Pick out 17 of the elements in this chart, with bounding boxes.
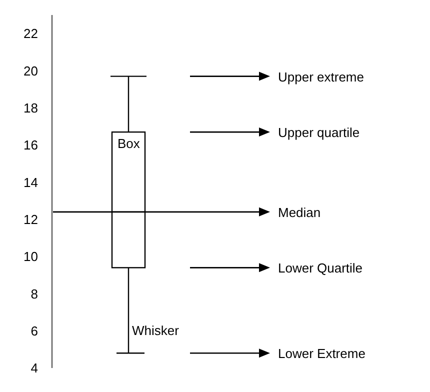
text: Lower Extreme [278,346,366,362]
y-tick-label: 12 [24,212,38,227]
y-tick-label: 4 [30,360,38,376]
y-tick-label: 6 [30,323,38,338]
text: Upper extreme [278,69,364,84]
y-tick-label: 20 [24,63,38,78]
y-tick-label: 10 [24,249,38,264]
y-tick-label: 22 [24,26,38,42]
text: Lower Quartile [278,260,363,276]
annotation: Whisker [132,323,180,338]
y-tick-label: 16 [24,138,38,153]
y-tick-label: 18 [24,100,38,116]
y-tick-label: 14 [24,174,38,190]
text: Upper quartile [278,125,360,140]
y-tick-label: 8 [30,286,38,302]
annotation: Box [118,136,140,152]
text: Median [278,204,321,220]
